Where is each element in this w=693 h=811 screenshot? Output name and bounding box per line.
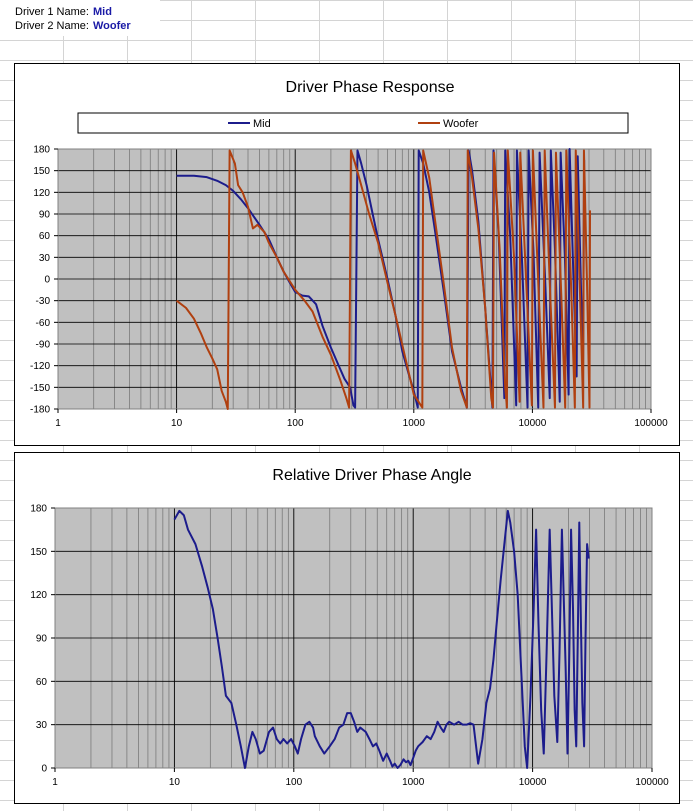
chart-2-x-tick-label: 1000 [402, 777, 425, 788]
chart-1-y-tick-label: 150 [33, 166, 50, 177]
chart-2-y-tick-label: 30 [36, 720, 48, 731]
chart-1-title: Driver Phase Response [286, 79, 455, 96]
chart-2-x-tick-label: 10 [169, 777, 181, 788]
chart-1-y-tick-label: 30 [39, 253, 51, 264]
chart-1-y-tick-label: -120 [30, 361, 50, 372]
chart-2-y-tick-label: 150 [30, 547, 47, 558]
driver-2-value[interactable]: Woofer [93, 20, 131, 32]
chart-1-y-tick-label: 120 [33, 188, 50, 199]
chart-1-x-tick-label: 10 [171, 418, 183, 429]
chart-2-x-tick-label: 100 [285, 777, 302, 788]
chart-2-x-tick-label: 100000 [635, 777, 669, 788]
chart-1-legend-label-mid: Mid [253, 118, 271, 130]
relative-phase-chart[interactable]: Relative Driver Phase Angle 180 150 120 90 60… [14, 452, 680, 804]
chart-1-x-tick-label: 1000 [403, 418, 426, 429]
chart-2-y-tick-label: 0 [41, 764, 47, 775]
chart-1-y-tick-label: -150 [30, 383, 50, 394]
chart-1-y-tick-label: -180 [30, 405, 50, 416]
chart-1-y-tick-label: -30 [36, 296, 51, 307]
chart-2-y-tick-label: 60 [36, 677, 48, 688]
chart-1-y-tick-label: -90 [36, 340, 51, 351]
driver-names-block: Driver 1 Name: Mid Driver 2 Name: Woofer [0, 0, 160, 36]
chart-2-x-tick-label: 10000 [519, 777, 547, 788]
chart-1-y-tick-label: 180 [33, 145, 50, 156]
driver-2-row: Driver 2 Name: Woofer [15, 20, 131, 32]
chart-1-y-tick-label: 60 [39, 231, 51, 242]
driver-1-value[interactable]: Mid [93, 6, 112, 18]
chart-2-x-tick-label: 1 [52, 777, 58, 788]
relative-phase-svg: Relative Driver Phase Angle 180 150 120 90 60… [30, 467, 669, 788]
chart-1-y-tick-label: 0 [44, 275, 50, 286]
chart-1-y-tick-label: -60 [36, 318, 51, 329]
phase-response-svg: Driver Phase Response 180 150 120 90 60 30 0 -30… [30, 79, 668, 429]
driver-1-label: Driver 1 Name: [15, 6, 89, 18]
chart-1-series-woofer-line [175, 149, 592, 410]
chart-1-legend-box [77, 112, 629, 134]
chart-1-x-tick-label: 100000 [634, 418, 668, 429]
phase-response-chart[interactable]: Driver Phase Response 180 150 120 90 60 30 0 -30… [14, 63, 680, 446]
chart-1-x-tick-label: 1 [55, 418, 61, 429]
chart-1-x-tick-label: 100 [287, 418, 304, 429]
chart-2-y-tick-label: 180 [30, 504, 47, 515]
chart-1-x-tick-label: 10000 [518, 418, 546, 429]
chart-2-series-line-line [173, 509, 590, 769]
chart-2-title: Relative Driver Phase Angle [272, 467, 471, 484]
driver-1-row: Driver 1 Name: Mid [15, 6, 112, 18]
chart-2-y-tick-label: 90 [36, 634, 48, 645]
chart-1-y-tick-label: 90 [39, 210, 51, 221]
chart-1-legend-label-woofer: Woofer [443, 118, 479, 130]
driver-2-label: Driver 2 Name: [15, 20, 89, 32]
chart-2-y-tick-label: 120 [30, 590, 47, 601]
